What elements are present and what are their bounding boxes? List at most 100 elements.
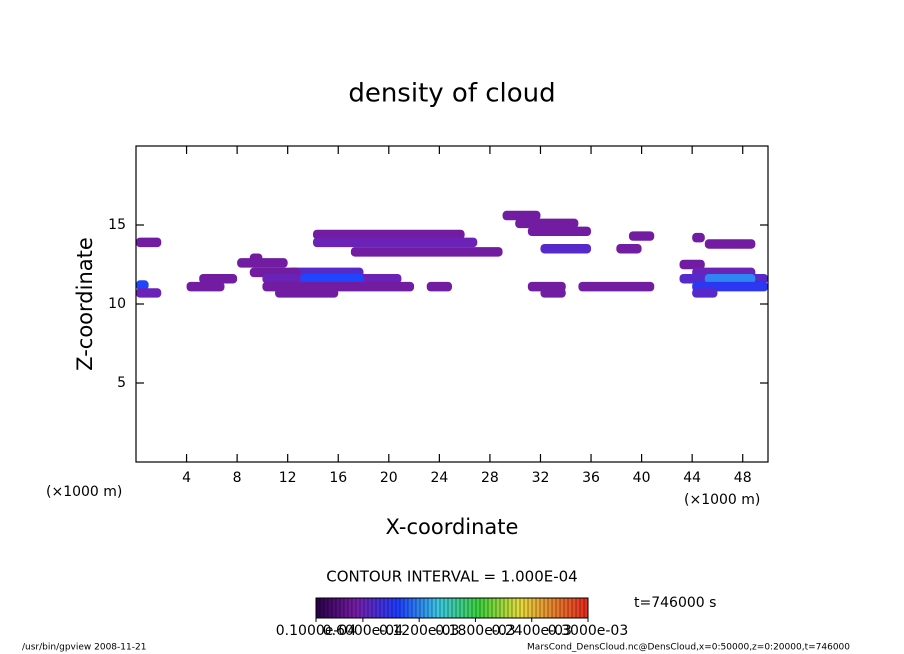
colorbar-stripe	[496, 598, 501, 618]
colorbar-stripe	[436, 598, 441, 618]
colorbar-stripe	[568, 598, 573, 618]
time-label: t=746000 s	[634, 595, 716, 611]
plot-frame	[135, 145, 769, 463]
x-tick-label: 4	[182, 470, 191, 486]
colorbar-stripe	[316, 598, 321, 618]
colorbar-tick-label: 0.1200e-03	[379, 623, 459, 639]
cloud-cell	[628, 231, 655, 241]
x-tick-label: 32	[532, 470, 550, 486]
y-tick-label: 15	[108, 217, 126, 233]
colorbar-stripe	[344, 598, 349, 618]
x-tick-label: 28	[481, 470, 499, 486]
colorbar-stripe	[420, 598, 425, 618]
colorbar-stripe	[324, 598, 329, 618]
x-tick-label: 40	[633, 470, 651, 486]
colorbar-tick-label: 0.1000e-04	[276, 623, 357, 639]
colorbar-stripe	[408, 598, 413, 618]
colorbar-stripe	[468, 598, 473, 618]
colorbar-stripe	[504, 598, 509, 618]
colorbar-stripe	[484, 598, 489, 618]
colorbar-stripe	[548, 598, 553, 618]
colorbar-stripe	[396, 598, 401, 618]
colorbar-frame	[315, 597, 589, 619]
cloud-cell	[199, 273, 238, 284]
colorbar-stripe	[392, 598, 397, 618]
cloud-cell	[704, 273, 756, 284]
colorbar-stripe	[452, 598, 457, 618]
chart-title: density of cloud	[348, 79, 555, 109]
colorbar-stripe	[456, 598, 461, 618]
cloud-cell	[350, 247, 503, 257]
cloud-cell	[540, 288, 566, 298]
colorbar-stripe	[340, 598, 345, 618]
colorbar-stripe	[404, 598, 409, 618]
colorbar-stripe	[476, 598, 481, 618]
x-axis-label: X-coordinate	[386, 515, 519, 539]
cloud-cell	[540, 243, 592, 254]
colorbar-stripe	[444, 598, 449, 618]
colorbar-stripe	[412, 598, 417, 618]
colorbar-stripe	[492, 598, 497, 618]
cloud-cell	[704, 239, 756, 249]
colorbar-stripe	[556, 598, 561, 618]
colorbar-stripe	[376, 598, 381, 618]
cloud-cell	[502, 210, 541, 221]
colorbar-stripe	[416, 598, 421, 618]
colorbar-stripe	[352, 598, 357, 618]
cloud-cell	[578, 281, 655, 292]
colorbar-stripe	[440, 598, 445, 618]
colorbar-stripe	[448, 598, 453, 618]
colorbar-stripe	[372, 598, 377, 618]
cloud-cell	[136, 280, 149, 290]
cloud-cell	[300, 273, 364, 284]
colorbar-stripe	[528, 598, 533, 618]
colorbar-stripe	[552, 598, 557, 618]
x-tick-label: 24	[430, 470, 448, 486]
x-tick-label: 8	[233, 470, 242, 486]
cloud-cell	[312, 229, 465, 240]
colorbar-stripe	[388, 598, 393, 618]
colorbar-stripe	[428, 598, 433, 618]
colorbar-stripe	[520, 598, 525, 618]
colorbar-stripe	[356, 598, 361, 618]
footer-right: MarsCond_DensCloud.nc@DensCloud,x=0:5000…	[527, 643, 850, 653]
colorbar-stripe	[472, 598, 477, 618]
y-tick-label: 10	[108, 296, 126, 312]
cloud-cell	[136, 288, 162, 298]
y-unit: (×1000 m)	[46, 484, 122, 500]
cloud-cell	[136, 237, 162, 248]
colorbar-stripe	[364, 598, 369, 618]
cloud-cell	[616, 243, 642, 254]
colorbar-stripe	[500, 598, 505, 618]
colorbar-stripe	[432, 598, 437, 618]
colorbar-stripe	[584, 598, 589, 618]
colorbar-stripe	[576, 598, 581, 618]
x-tick-label: 36	[582, 470, 600, 486]
colorbar-stripe	[424, 598, 429, 618]
colorbar-stripe	[460, 598, 465, 618]
colorbar-stripe	[368, 598, 373, 618]
x-tick-label: 44	[683, 470, 701, 486]
colorbar-stripe	[560, 598, 565, 618]
colorbar-stripe	[336, 598, 341, 618]
colorbar-stripe	[384, 598, 389, 618]
cloud-cell	[312, 237, 478, 248]
colorbar-stripe	[508, 598, 513, 618]
contour-interval: CONTOUR INTERVAL = 1.000E-04	[326, 568, 577, 586]
footer-left: /usr/bin/gpview 2008-11-21	[22, 643, 146, 653]
colorbar-stripe	[360, 598, 365, 618]
colorbar-stripe	[512, 598, 517, 618]
colorbar-stripe	[540, 598, 545, 618]
colorbar-stripe	[532, 598, 537, 618]
x-tick-label: 20	[380, 470, 398, 486]
colorbar-stripe	[464, 598, 469, 618]
colorbar-stripe	[564, 598, 569, 618]
cloud-cell	[426, 281, 452, 292]
colorbar-tick-label: 0.1800e-03	[435, 623, 515, 639]
colorbar-stripe	[580, 598, 585, 618]
cloud-cell	[679, 259, 705, 270]
colorbar-stripe	[380, 598, 385, 618]
x-tick-label: 12	[279, 470, 297, 486]
colorbar-tick-label: 0.6000e-04	[323, 623, 404, 639]
